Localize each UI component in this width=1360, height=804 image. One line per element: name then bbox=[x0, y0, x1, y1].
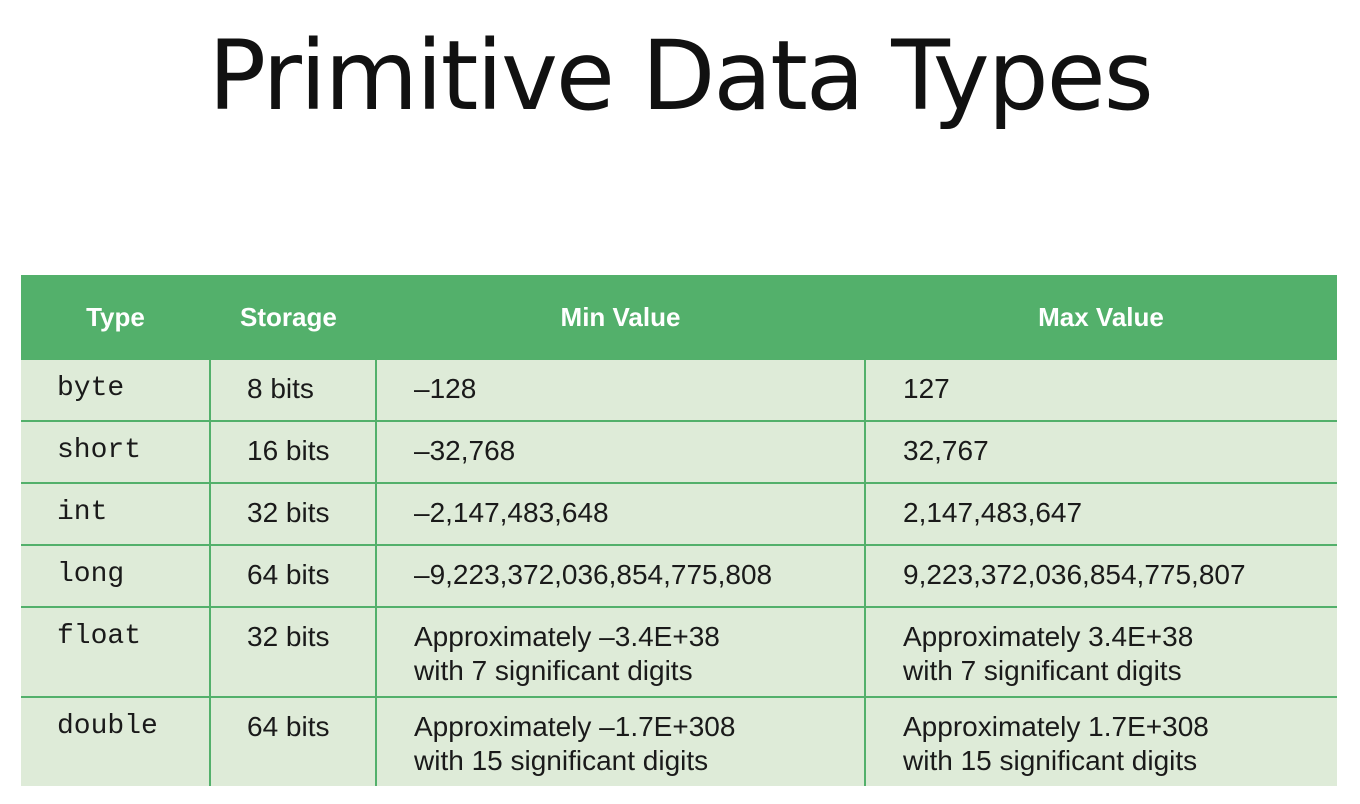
type-cell: byte bbox=[57, 373, 125, 404]
slide-title: Primitive Data Types bbox=[208, 20, 1153, 132]
table-row: float 32 bits Approximately –3.4E+38 with… bbox=[21, 606, 1337, 697]
min-value-cell: Approximately –1.7E+308 with 15 significa… bbox=[375, 696, 865, 786]
storage-cell: 64 bits bbox=[209, 696, 376, 786]
table-header-row: Type Storage Min Value Max Value bbox=[21, 275, 1337, 360]
primitive-types-table: Type Storage Min Value Max Value byte 8 … bbox=[21, 275, 1337, 786]
max-value-cell: 127 bbox=[864, 360, 1337, 421]
min-value-cell: –2,147,483,648 bbox=[375, 482, 865, 545]
storage-cell: 32 bits bbox=[209, 482, 376, 545]
table-row: double 64 bits Approximately –1.7E+308 wi… bbox=[21, 696, 1337, 786]
min-value-cell: –32,768 bbox=[375, 420, 865, 483]
header-type: Type bbox=[86, 302, 145, 332]
table-row: short 16 bits –32,768 32,767 bbox=[21, 420, 1337, 483]
storage-cell: 64 bits bbox=[209, 544, 376, 607]
table-row: byte 8 bits –128 127 bbox=[21, 360, 1337, 421]
min-value-cell: –128 bbox=[375, 360, 865, 421]
storage-cell: 8 bits bbox=[209, 360, 376, 421]
max-value-cell: 32,767 bbox=[864, 420, 1337, 483]
storage-cell: 16 bits bbox=[209, 420, 376, 483]
type-cell: short bbox=[21, 420, 210, 483]
max-value-cell: Approximately 1.7E+308 with 15 significan… bbox=[864, 696, 1337, 786]
type-cell: int bbox=[21, 482, 210, 545]
table-row: long 64 bits –9,223,372,036,854,775,808 … bbox=[21, 544, 1337, 607]
type-cell: long bbox=[21, 544, 210, 607]
min-value-cell: –9,223,372,036,854,775,808 bbox=[375, 544, 865, 607]
header-max-value: Max Value bbox=[1038, 302, 1164, 332]
header-storage: Storage bbox=[240, 302, 337, 332]
type-cell: float bbox=[21, 606, 210, 697]
type-cell: double bbox=[21, 696, 210, 786]
header-min-value: Min Value bbox=[560, 302, 681, 332]
max-value-cell: 9,223,372,036,854,775,807 bbox=[864, 544, 1337, 607]
table-row: int 32 bits –2,147,483,648 2,147,483,647 bbox=[21, 482, 1337, 545]
max-value-cell: Approximately 3.4E+38 with 7 significant … bbox=[864, 606, 1337, 697]
storage-cell: 32 bits bbox=[209, 606, 376, 697]
min-value-cell: Approximately –3.4E+38 with 7 significant… bbox=[375, 606, 865, 697]
max-value-cell: 2,147,483,647 bbox=[864, 482, 1337, 545]
